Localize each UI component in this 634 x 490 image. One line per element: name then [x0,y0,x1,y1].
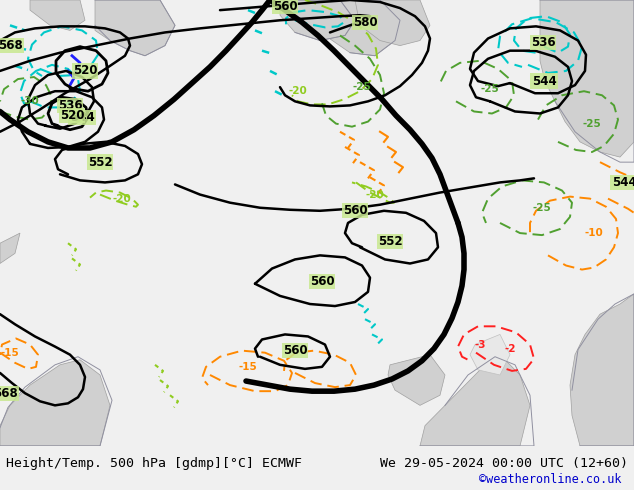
Text: 544: 544 [532,74,557,88]
Text: 552: 552 [378,235,403,247]
Text: -2: -2 [504,343,515,354]
Polygon shape [30,0,85,30]
Text: 560: 560 [309,275,334,288]
Text: 536: 536 [58,99,82,112]
Text: 560: 560 [343,204,367,217]
Text: -15: -15 [238,362,257,372]
Text: 560: 560 [283,344,307,357]
Polygon shape [310,0,400,56]
Polygon shape [420,360,530,446]
Text: -20: -20 [113,194,131,204]
Text: 544: 544 [70,111,94,124]
Text: 552: 552 [87,156,112,169]
Polygon shape [0,233,20,264]
Text: 520: 520 [60,109,84,122]
Text: Height/Temp. 500 hPa [gdmp][°C] ECMWF: Height/Temp. 500 hPa [gdmp][°C] ECMWF [6,457,302,470]
Text: We 29-05-2024 00:00 UTC (12+60): We 29-05-2024 00:00 UTC (12+60) [380,457,628,470]
Polygon shape [470,334,510,375]
Text: 544: 544 [612,176,634,189]
Text: 568: 568 [0,387,17,400]
Text: -15: -15 [1,348,20,358]
Polygon shape [540,0,634,157]
Text: -10: -10 [585,228,604,238]
Text: -20: -20 [288,86,307,96]
Text: -20: -20 [366,190,384,199]
Polygon shape [0,360,110,446]
Text: 580: 580 [353,16,377,29]
Text: -25: -25 [533,203,552,213]
Polygon shape [570,294,634,446]
Polygon shape [95,0,175,56]
Text: 560: 560 [273,0,297,13]
Text: ©weatheronline.co.uk: ©weatheronline.co.uk [479,473,621,487]
Text: -25: -25 [481,84,500,94]
Polygon shape [280,0,355,41]
Polygon shape [355,0,430,46]
Text: -25: -25 [583,119,602,129]
Text: -25: -25 [353,82,372,92]
Text: -30: -30 [21,97,39,106]
Polygon shape [388,355,445,405]
Text: -3: -3 [474,340,486,349]
Text: 520: 520 [73,65,97,77]
Text: 536: 536 [531,36,555,49]
Text: 568: 568 [0,39,22,52]
